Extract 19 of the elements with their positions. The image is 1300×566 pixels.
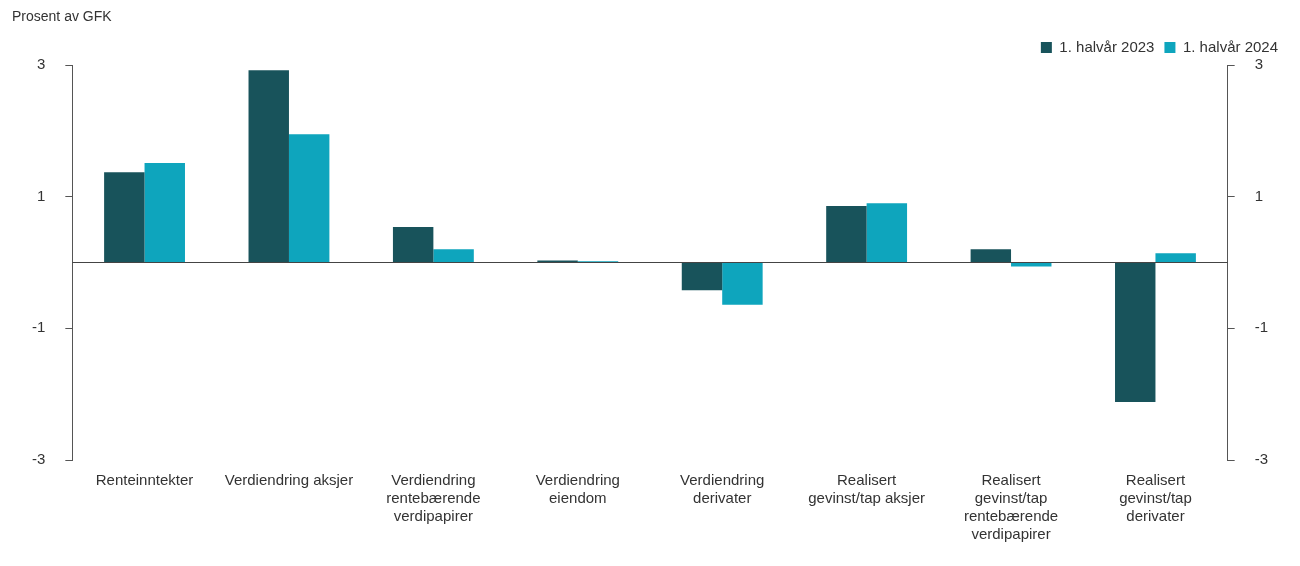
x-tick-label: Verdiendring aksjer [224,471,354,489]
x-tick-label: Realisert gevinst/tap derivater [1119,471,1192,525]
x-tick-label: Verdiendring eiendom [535,471,620,507]
y-tick-label: -3 [31,450,46,468]
legend-label: 1. halvår 2023 [1059,37,1155,55]
y2-tick-label: -1 [1254,318,1269,336]
legend-label: 1. halvår 2024 [1182,37,1279,55]
y-tick-label: 3 [36,55,46,73]
y2-tick-label: 3 [1254,55,1264,73]
x-tick-label: Verdiendring derivater [680,471,765,507]
y2-tick-label: 1 [1254,186,1264,204]
y2-tick-label: -3 [1254,450,1269,468]
y-tick-label: -1 [31,318,46,336]
x-tick-label: Realisert gevinst/tap rentebærende verdipapirer [963,471,1059,543]
y-tick-label: 1 [36,186,46,204]
x-tick-label: Realisert gevinst/tap aksjer [808,471,925,507]
x-tick-label: Verdiendring rentebærende verdipapirer [386,471,481,525]
y-axis-title: Prosent av GFK [12,8,113,26]
x-tick-label: Renteinntekter [95,471,194,489]
